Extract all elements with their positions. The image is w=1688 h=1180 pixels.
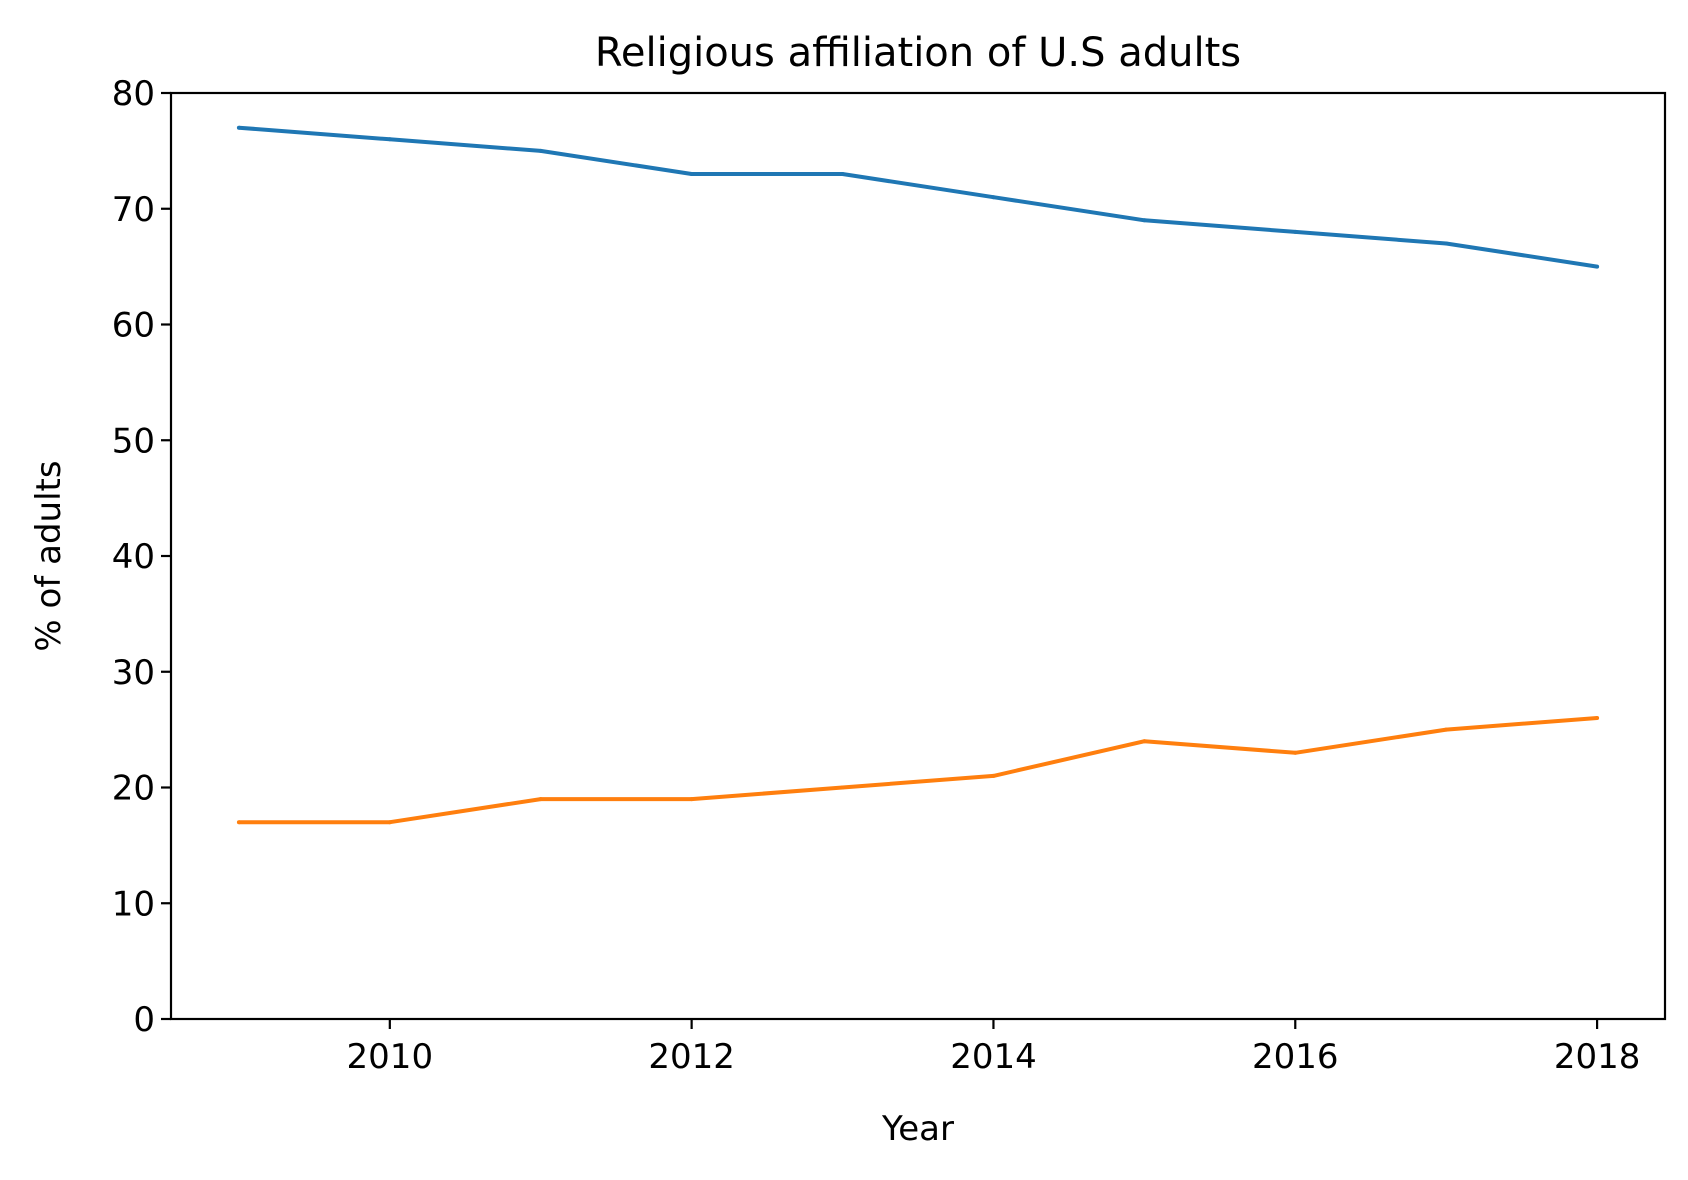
y-tick-label: 20 [112,769,155,809]
y-tick-label: 10 [112,884,155,924]
series-2-point [1142,739,1147,744]
x-tick-label: 2018 [1554,1037,1641,1077]
series-1-point [538,148,543,153]
series-layer [236,125,1600,825]
y-tick-label: 50 [112,421,155,461]
x-tick-label: 2016 [1252,1037,1339,1077]
x-tick-label: 2014 [950,1037,1037,1077]
y-tick-label: 70 [112,190,155,230]
y-axis-ticks: 0 10 20 30 40 50 60 70 80 [112,74,171,1040]
series-2-point [991,773,996,778]
y-tick-label: 30 [112,653,155,693]
series-2-point [1293,750,1298,755]
series-2-point [1444,727,1449,732]
series-1-point [1444,241,1449,246]
y-tick-label: 0 [133,1000,155,1040]
y-tick-label: 60 [112,306,155,346]
series-1-point [991,195,996,200]
series-2-point [538,797,543,802]
series-1-point [840,172,845,176]
chart-title: Religious affiliation of U.S adults [595,30,1241,76]
y-tick-label: 80 [112,74,155,114]
series-1-point [1293,229,1298,234]
series-2-point [1595,716,1600,720]
x-axis-label: Year [881,1109,954,1149]
series-2-point [689,797,694,802]
series-2-point [236,820,241,825]
y-tick-label: 40 [112,537,155,577]
series-1-point [1595,264,1600,269]
series-1-point [236,125,241,130]
y-axis-label: % of adults [29,460,69,651]
series-line-1 [238,125,1598,269]
series-1-point [689,172,694,176]
x-axis-ticks: 2010 2012 2014 2016 2018 [347,1019,1641,1077]
series-2-point [840,785,845,790]
series-1-point [1142,218,1147,223]
series-1-point [387,137,392,142]
x-tick-label: 2010 [347,1037,434,1077]
series-line-2 [238,716,1598,825]
x-tick-label: 2012 [648,1037,735,1077]
series-2-point [387,820,392,825]
